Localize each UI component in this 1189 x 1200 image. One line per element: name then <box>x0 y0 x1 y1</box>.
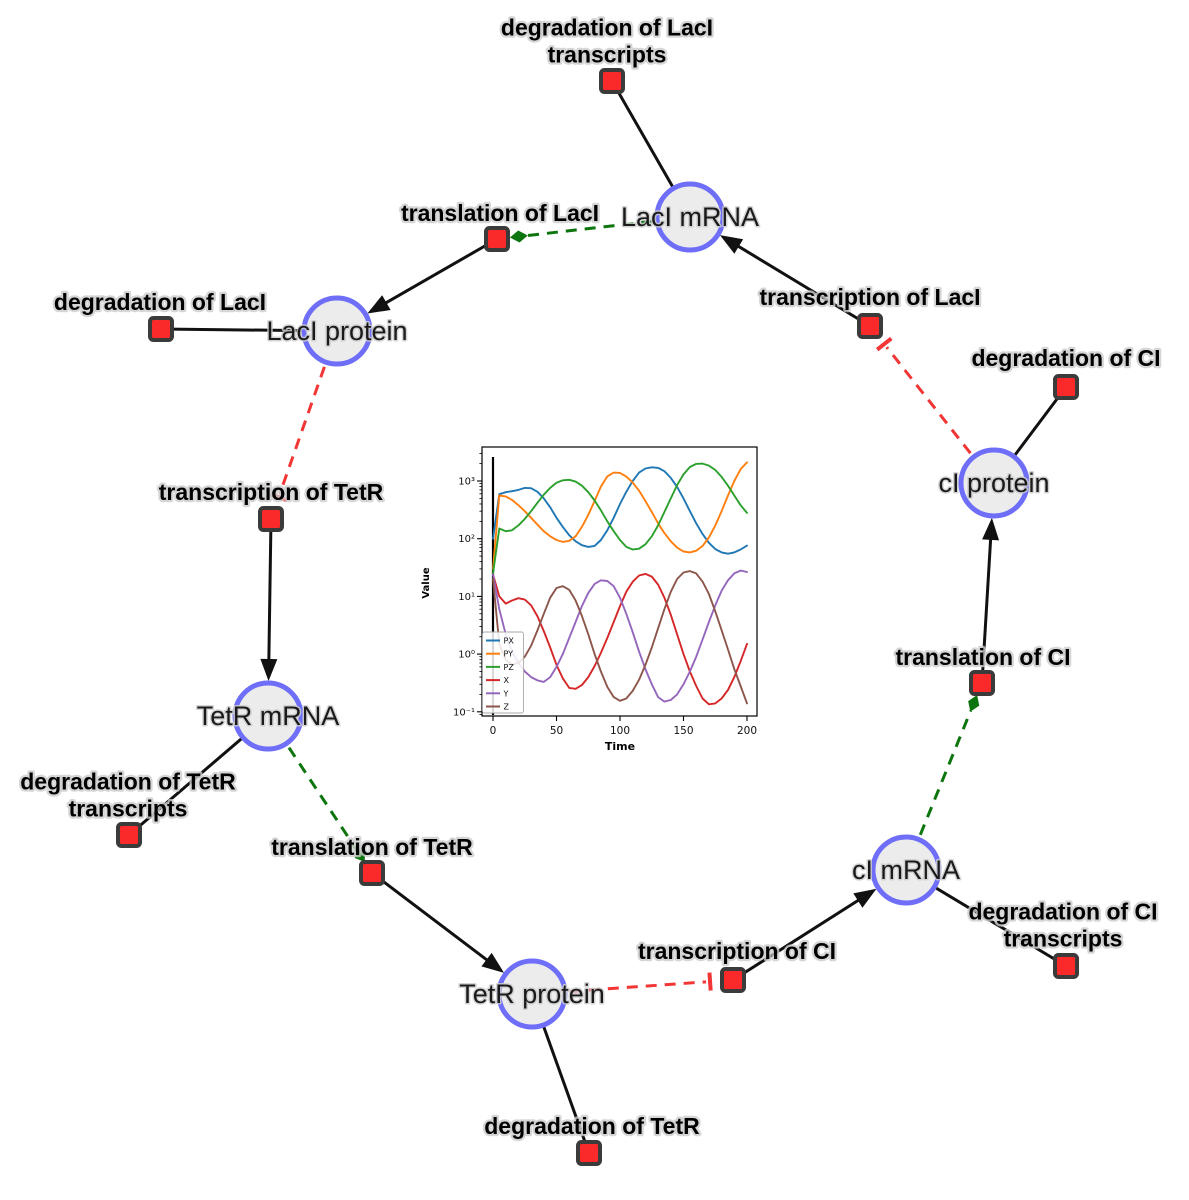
edge-laci-mrna-translation-of-laci-diamond-icon <box>509 230 528 243</box>
reaction-label-translation-of-tetr: translation of TetR <box>271 834 473 860</box>
edge-translation-of-tetr-tetr-protein <box>371 871 492 964</box>
y-tick-label: 10⁰ <box>458 650 475 661</box>
edge-transcription-of-ci-ci-mrna <box>732 896 863 982</box>
reaction-label-transcription-of-tetr: transcription of TetR <box>159 479 384 505</box>
y-tick-label: 10¹ <box>458 592 475 603</box>
species-label-tetr-protein: TetR protein <box>459 979 605 1009</box>
chart-ylabel: Value <box>421 567 432 598</box>
reaction-node-degradation-of-tetr <box>576 1140 602 1166</box>
legend-entry-PX: PX <box>504 637 515 646</box>
x-tick-label: 50 <box>550 725 563 737</box>
reaction-label-degradation-of-tetr-transcripts: degradation of TetR transcripts <box>20 769 236 822</box>
edge-tetr-mrna-translation-of-tetr-diamond-icon <box>354 847 365 863</box>
reaction-node-translation-of-laci <box>484 226 510 252</box>
legend-entry-PY: PY <box>504 650 514 659</box>
y-tick-label: 10² <box>458 534 475 545</box>
edge-ci-protein-transcription-of-laci-tee-icon <box>875 336 893 352</box>
reaction-node-degradation-of-laci <box>148 316 174 342</box>
reaction-label-translation-of-laci: translation of LacI <box>401 200 599 226</box>
timecourse-chart: 0 50 100 150 20010⁻¹10⁰10¹10²10³ValueTimePXP… <box>415 425 800 775</box>
legend-entry-X: X <box>504 676 510 685</box>
reaction-label-degradation-of-ci-transcripts: degradation of CI transcripts <box>968 899 1157 952</box>
chart-background <box>415 425 800 775</box>
y-tick-label: 10⁻¹ <box>453 707 475 718</box>
edge-transcription-of-ci-ci-mrna-arrowhead-icon <box>853 888 877 908</box>
chart-series-Y <box>492 569 748 703</box>
legend-entry-Z: Z <box>504 703 510 712</box>
species-label-ci-mrna: cI mRNA <box>852 855 960 885</box>
edge-ci-mrna-translation-of-ci-diamond-icon <box>968 695 980 712</box>
chart-series-PZ <box>492 462 748 575</box>
edge-tetr-protein-transcription-of-ci-tee-icon <box>707 972 713 991</box>
x-tick-label: 100 <box>610 725 630 737</box>
reaction-label-degradation-of-laci-transcripts: degradation of LacI transcripts <box>501 15 713 68</box>
chart-legend: PX PY PZ XYZ <box>482 631 524 714</box>
species-node-laci-mrna <box>654 181 726 253</box>
species-label-laci-protein: LacI protein <box>266 316 407 346</box>
edge-translation-of-ci-ci-protein <box>980 534 993 684</box>
legend-entry-Y: Y <box>503 689 509 698</box>
edge-transcription-of-tetr-tetr-mrna <box>267 518 273 665</box>
reaction-label-degradation-of-tetr: degradation of TetR <box>484 1113 700 1139</box>
reaction-node-degradation-of-ci-transcripts <box>1053 953 1079 979</box>
reaction-node-transcription-of-ci <box>720 967 746 993</box>
labels-layer: LacI mRNA LacI protein TetR mRNA TetR prote… <box>18 12 1163 1141</box>
reaction-node-transcription-of-tetr <box>258 506 284 532</box>
reaction-node-transcription-of-laci <box>857 313 883 339</box>
chart-xlabel: Time <box>605 740 635 753</box>
reaction-label-translation-of-ci: translation of CI <box>895 644 1070 670</box>
reaction-label-transcription-of-ci: transcription of CI <box>638 938 836 964</box>
reaction-label-transcription-of-laci: transcription of LacI <box>759 284 980 310</box>
edge-translation-of-laci-laci-protein <box>381 237 498 307</box>
x-tick-label: 0 <box>490 725 497 737</box>
chart-series-Z <box>492 570 748 705</box>
nodes-layer <box>116 68 1079 1166</box>
species-label-laci-mrna: LacI mRNA <box>621 202 759 232</box>
chart-series-PY <box>492 461 748 570</box>
species-node-ci-mrna <box>870 834 942 906</box>
edge-transcription-of-laci-laci-mrna-arrowhead-icon <box>719 235 744 254</box>
reaction-label-degradation-of-laci: degradation of LacI <box>54 289 266 315</box>
edge-transcription-of-laci-laci-mrna <box>733 242 871 328</box>
species-node-ci-protein <box>958 447 1030 519</box>
species-node-tetr-mrna <box>232 680 304 752</box>
chart-series-PX <box>492 466 748 555</box>
reaction-node-translation-of-tetr <box>359 860 385 886</box>
edge-translation-of-ci-ci-protein-arrowhead-icon <box>982 517 1000 541</box>
edge-translation-of-laci-laci-protein-arrowhead-icon <box>367 295 391 314</box>
reaction-node-degradation-of-laci-transcripts <box>599 68 625 94</box>
edge-transcription-of-tetr-tetr-mrna-arrowhead-icon <box>260 658 278 682</box>
reaction-node-translation-of-ci <box>969 670 995 696</box>
y-tick-label: 10³ <box>458 477 475 488</box>
edge-laci-protein-transcription-of-tetr-tee-icon <box>269 492 288 503</box>
reaction-node-degradation-of-tetr-transcripts <box>116 822 142 848</box>
reaction-node-degradation-of-ci <box>1053 374 1079 400</box>
chart-series-X <box>492 572 748 706</box>
reaction-label-degradation-of-ci: degradation of CI <box>971 345 1160 371</box>
x-tick-label: 150 <box>673 725 693 737</box>
species-node-laci-protein <box>301 295 373 367</box>
species-label-ci-protein: cI protein <box>938 468 1049 498</box>
species-node-tetr-protein <box>496 958 568 1030</box>
legend-entry-PZ: PZ <box>504 663 515 672</box>
species-label-tetr-mrna: TetR mRNA <box>197 701 340 731</box>
x-tick-label: 200 <box>737 725 757 737</box>
edge-translation-of-tetr-tetr-protein-arrowhead-icon <box>481 952 505 973</box>
